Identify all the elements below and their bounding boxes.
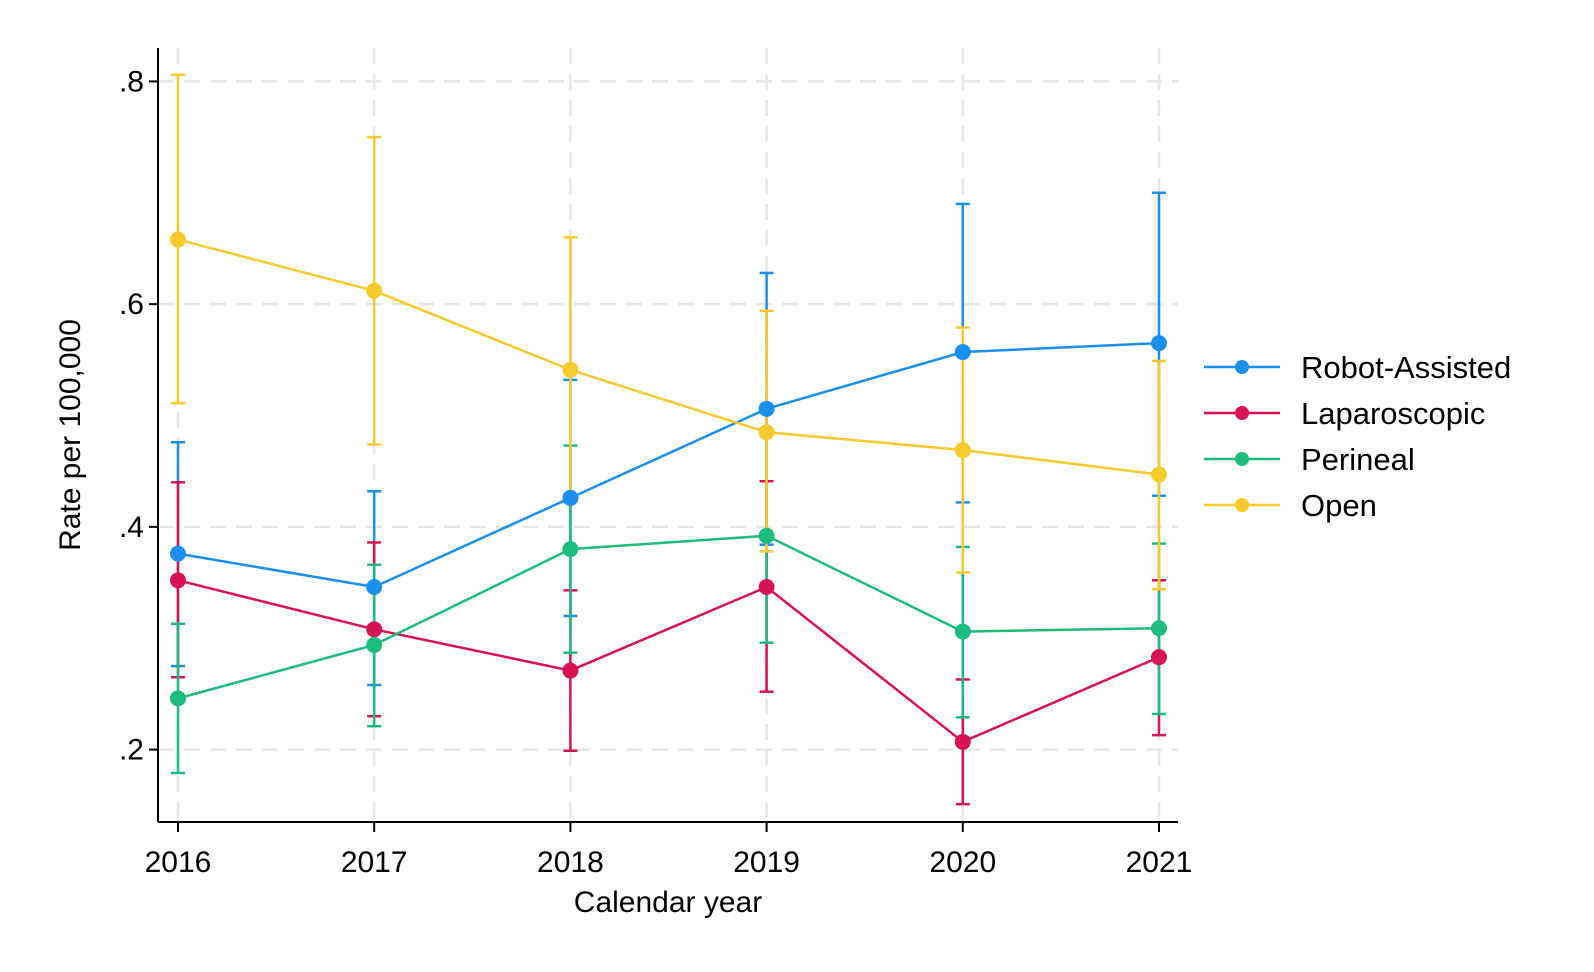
data-point-perineal — [170, 690, 186, 707]
series-line-laparoscopic — [177, 579, 1160, 744]
data-point-laparoscopic — [562, 662, 579, 679]
legend-label-laparoscopic: Laparoscopic — [1301, 396, 1485, 431]
y-tick-label: .6 — [119, 288, 144, 321]
data-point-robot-assisted — [562, 489, 579, 506]
data-point-laparoscopic — [758, 579, 775, 596]
data-point-perineal — [954, 623, 971, 640]
data-point-robot-assisted — [954, 344, 971, 361]
legend-marker-laparoscopic — [1235, 406, 1249, 420]
x-tick-label: 2021 — [1126, 846, 1193, 879]
tick-labels: .2 .4 .6 .8 2016 2017 2018 2019 2020 2021 — [119, 65, 1192, 879]
data-point-open — [366, 282, 383, 299]
legend-label-perineal: Perineal — [1301, 442, 1415, 477]
data-point-open — [1151, 466, 1167, 483]
data-point-robot-assisted — [1151, 335, 1167, 352]
data-point-laparoscopic — [366, 621, 383, 638]
series-line-robot-assisted — [177, 341, 1160, 589]
legend-label-open: Open — [1301, 488, 1377, 523]
y-tick-label: .8 — [119, 65, 144, 98]
legend-marker-robot-assisted — [1235, 360, 1249, 374]
data-point-perineal — [366, 636, 383, 653]
x-axis-title: Calendar year — [574, 886, 762, 919]
series-lines — [170, 231, 1167, 750]
legend-marker-perineal — [1235, 452, 1249, 466]
x-tick-label: 2017 — [341, 846, 408, 879]
data-point-open — [954, 442, 971, 459]
data-point-perineal — [758, 527, 775, 544]
y-axis-title: Rate per 100,000 — [54, 319, 87, 551]
legend-marker-open — [1235, 498, 1249, 512]
error-bars — [171, 73, 1166, 806]
series-line-perineal — [177, 534, 1160, 700]
data-point-robot-assisted — [366, 579, 383, 596]
data-point-laparoscopic — [170, 572, 186, 589]
x-tick-label: 2020 — [929, 846, 996, 879]
legend: Robot-Assisted Laparoscopic Perineal Open — [1204, 350, 1511, 523]
y-tick-label: .4 — [119, 511, 144, 544]
x-tick-label: 2016 — [145, 846, 212, 879]
x-tick-label: 2019 — [733, 846, 800, 879]
data-point-open — [758, 424, 775, 441]
x-tick-label: 2018 — [537, 846, 604, 879]
gridlines — [158, 48, 1178, 822]
data-point-robot-assisted — [170, 545, 186, 562]
legend-label-robot-assisted: Robot-Assisted — [1301, 350, 1511, 385]
data-point-open — [562, 361, 579, 378]
data-point-perineal — [1151, 620, 1167, 637]
axes — [157, 48, 1178, 823]
series-line-open — [177, 238, 1160, 476]
data-point-open — [170, 231, 186, 248]
data-point-laparoscopic — [954, 733, 971, 750]
y-tick-label: .2 — [119, 734, 144, 767]
data-point-robot-assisted — [758, 400, 775, 417]
data-point-laparoscopic — [1151, 649, 1167, 666]
data-point-perineal — [562, 541, 579, 558]
